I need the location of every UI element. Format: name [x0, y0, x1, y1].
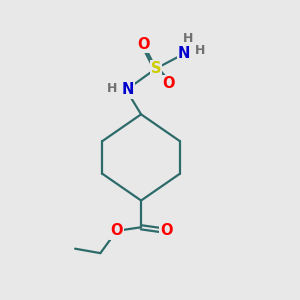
Text: O: O: [110, 223, 123, 238]
Text: H: H: [195, 44, 206, 57]
Text: O: O: [160, 223, 172, 238]
Text: S: S: [151, 61, 161, 76]
Text: H: H: [183, 32, 193, 45]
Text: O: O: [137, 37, 150, 52]
Text: N: N: [122, 82, 134, 98]
Text: N: N: [178, 46, 190, 61]
Text: O: O: [162, 76, 175, 91]
Text: H: H: [107, 82, 117, 95]
